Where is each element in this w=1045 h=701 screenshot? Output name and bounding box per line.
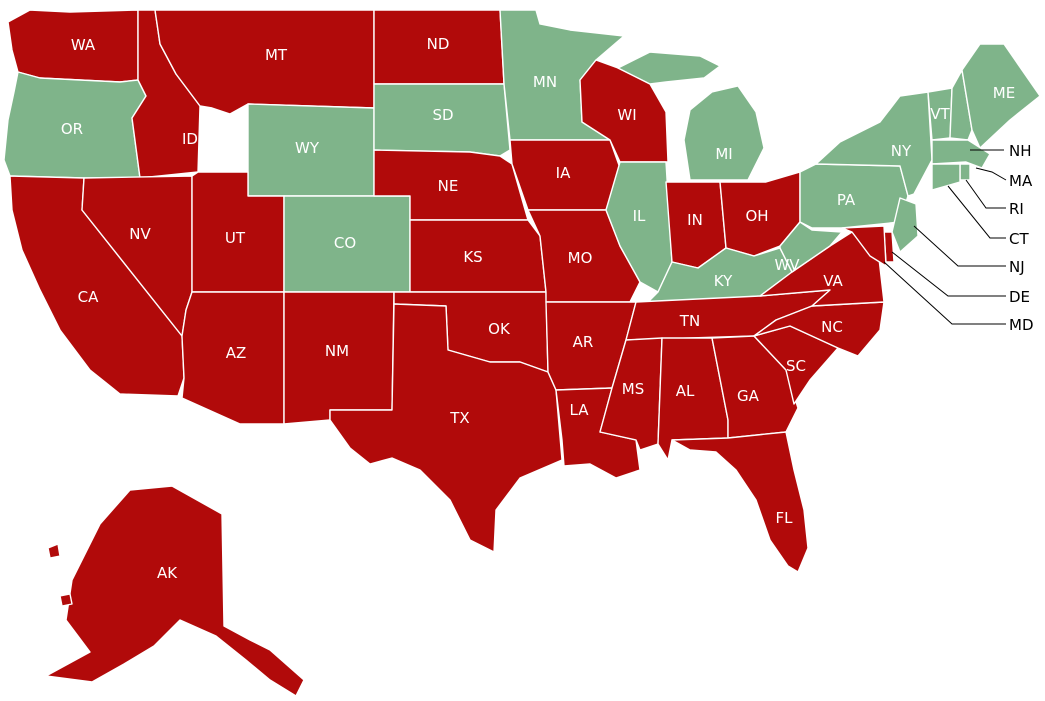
label-UT: UT — [225, 229, 246, 247]
state-labels: WA OR CA ID NV MT WY UT AZ CO NM ND SD N… — [61, 35, 1015, 582]
label-TN: TN — [679, 312, 700, 330]
label-VT: VT — [930, 105, 950, 123]
label-WA: WA — [71, 36, 96, 54]
label-MT: MT — [265, 46, 288, 64]
callout-NH: NH — [1009, 142, 1032, 160]
leader-MA — [975, 167, 1007, 181]
label-ME: ME — [993, 84, 1015, 102]
label-MS: MS — [622, 380, 644, 398]
label-ND: ND — [427, 35, 450, 53]
label-SD: SD — [432, 106, 453, 124]
label-OH: OH — [745, 207, 768, 225]
state-ME[interactable] — [961, 43, 1041, 149]
state-NC[interactable] — [753, 301, 885, 357]
label-CO: CO — [334, 234, 356, 252]
label-NM: NM — [325, 342, 349, 360]
label-LA: LA — [570, 401, 590, 419]
callout-labels: NH MA RI CT NJ DE MD — [1009, 142, 1034, 334]
label-SC: SC — [786, 357, 806, 375]
state-TX[interactable] — [329, 303, 563, 553]
label-NY: NY — [891, 142, 912, 160]
state-NY[interactable] — [815, 91, 933, 197]
callout-MA: MA — [1009, 172, 1033, 190]
callout-lines — [883, 149, 1007, 325]
label-CA: CA — [78, 288, 99, 306]
state-FL[interactable] — [671, 431, 809, 573]
state-AK-island-2[interactable] — [59, 593, 73, 607]
label-IA: IA — [556, 164, 571, 182]
label-TX: TX — [449, 409, 469, 427]
state-IL[interactable] — [605, 161, 673, 293]
label-IL: IL — [633, 207, 646, 225]
state-CT[interactable] — [931, 163, 961, 191]
label-WY: WY — [295, 139, 320, 157]
label-AL: AL — [676, 382, 695, 400]
label-NV: NV — [129, 225, 151, 243]
label-KY: KY — [714, 272, 733, 290]
label-WI: WI — [617, 106, 636, 124]
label-MO: MO — [568, 249, 593, 267]
label-AR: AR — [573, 333, 594, 351]
leader-MD — [883, 261, 1006, 325]
state-AK[interactable] — [45, 485, 305, 697]
state-MI-upper[interactable] — [617, 51, 721, 85]
callout-NJ: NJ — [1009, 258, 1025, 276]
label-NE: NE — [438, 177, 459, 195]
leader-CT — [947, 185, 1006, 239]
label-KS: KS — [463, 248, 482, 266]
label-FL: FL — [776, 509, 794, 527]
state-MD[interactable] — [841, 225, 887, 267]
label-GA: GA — [737, 387, 760, 405]
label-MN: MN — [533, 73, 557, 91]
label-PA: PA — [837, 191, 856, 209]
label-NC: NC — [821, 318, 843, 336]
state-AK-island[interactable] — [47, 543, 61, 559]
label-AK: AK — [157, 564, 178, 582]
leader-DE — [891, 251, 1006, 297]
label-WV: WV — [774, 256, 800, 274]
state-NJ[interactable] — [891, 197, 919, 253]
label-VA: VA — [823, 272, 843, 290]
state-WI[interactable] — [579, 59, 669, 163]
label-ID: ID — [182, 130, 198, 148]
callout-CT: CT — [1009, 230, 1029, 248]
callout-MD: MD — [1009, 316, 1034, 334]
label-IN: IN — [687, 211, 703, 229]
callout-DE: DE — [1009, 288, 1030, 306]
state-MI[interactable] — [683, 85, 765, 181]
leader-NJ — [913, 225, 1006, 267]
leader-RI — [965, 179, 1006, 209]
label-OK: OK — [488, 320, 511, 338]
label-AZ: AZ — [226, 344, 247, 362]
callout-RI: RI — [1009, 200, 1024, 218]
label-OR: OR — [61, 120, 83, 138]
label-MI: MI — [715, 145, 732, 163]
state-NH[interactable] — [949, 69, 973, 141]
state-RI[interactable] — [959, 163, 971, 181]
